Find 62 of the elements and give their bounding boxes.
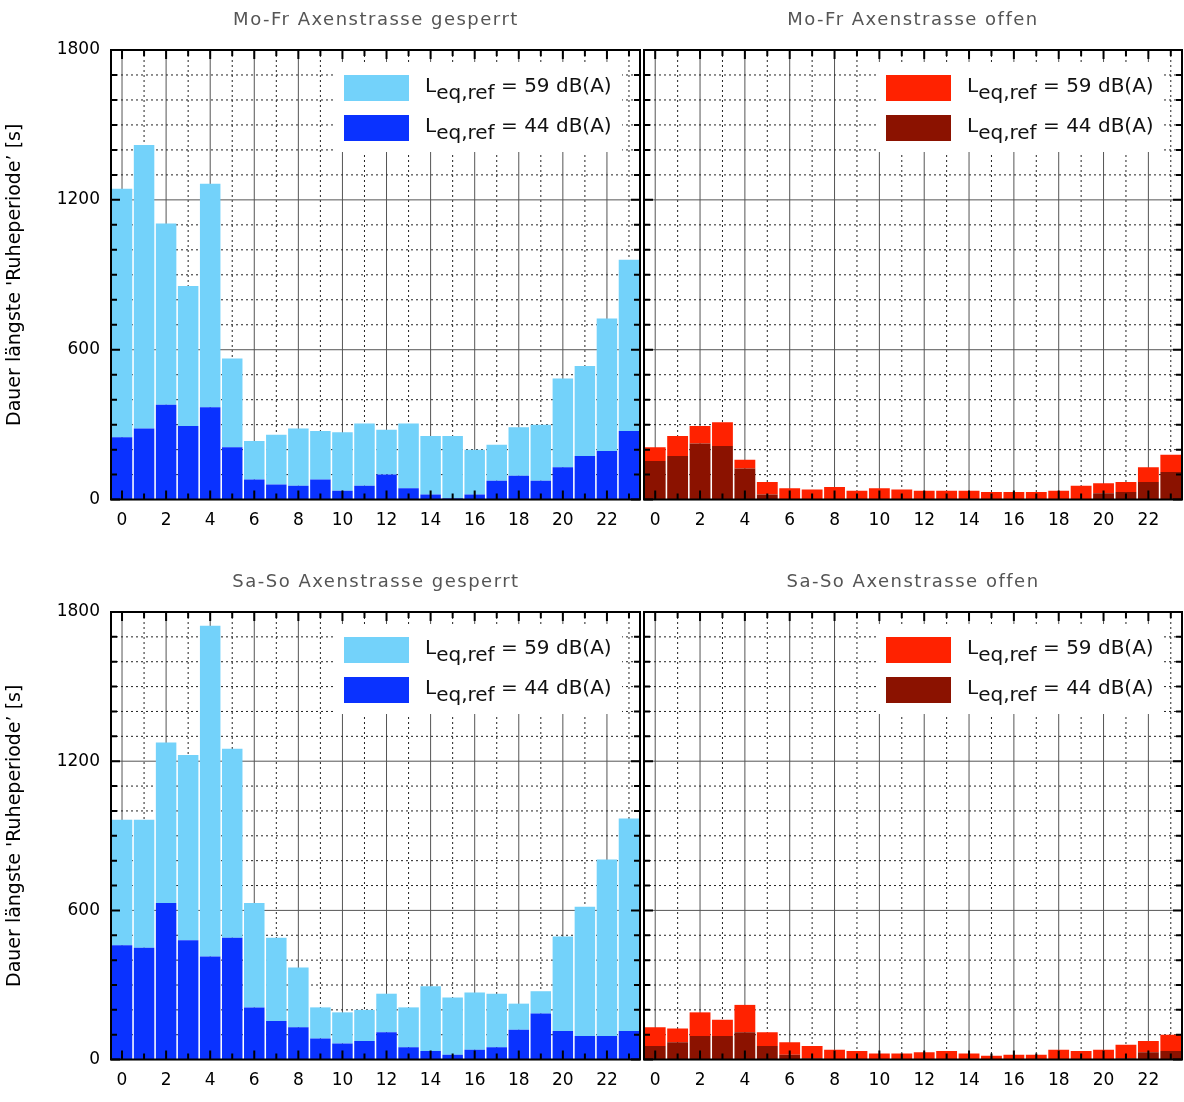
x-tick-label: 10 xyxy=(868,509,891,530)
x-tick-label: 0 xyxy=(649,509,661,530)
x-tick-label: 10 xyxy=(331,1069,354,1090)
x-tick-label: 18 xyxy=(1047,1069,1070,1090)
x-tick-label: 2 xyxy=(694,509,706,530)
x-tick-label: 0 xyxy=(649,1069,661,1090)
x-tick-label: 6 xyxy=(784,509,796,530)
y-tick-label: 1800 xyxy=(56,38,100,59)
x-tick-label: 18 xyxy=(1047,509,1070,530)
x-tick-label: 4 xyxy=(204,1069,216,1090)
y-axis-title: Dauer längste 'Ruheperiode’ [s] xyxy=(2,123,25,426)
x-tick-label: 22 xyxy=(596,1069,618,1090)
x-tick-label: 12 xyxy=(913,509,936,530)
x-tick-label: 22 xyxy=(1137,1069,1160,1090)
x-tick-label: 16 xyxy=(1003,1069,1025,1090)
x-tick-label: 20 xyxy=(1092,1069,1115,1090)
chart-title: Sa-So Axenstrasse offen xyxy=(785,570,1041,591)
y-tick-label: 1200 xyxy=(56,749,100,770)
y-tick-label: 1200 xyxy=(56,188,100,209)
x-tick-label: 4 xyxy=(739,1069,751,1090)
y-tick-label: 1800 xyxy=(56,600,100,621)
chart-title: Mo-Fr Axenstrasse offen xyxy=(786,8,1040,29)
x-tick-label: 4 xyxy=(739,509,751,530)
x-tick-label: 12 xyxy=(375,509,398,530)
x-tick-label: 14 xyxy=(958,1069,980,1090)
y-tick-label: 600 xyxy=(67,898,100,919)
x-tick-label: 4 xyxy=(204,509,216,530)
x-tick-label: 22 xyxy=(596,509,618,530)
x-tick-label: 6 xyxy=(784,1069,796,1090)
x-tick-label: 16 xyxy=(1003,509,1025,530)
x-tick-label: 10 xyxy=(868,1069,891,1090)
x-tick-label: 8 xyxy=(292,1069,304,1090)
x-tick-label: 0 xyxy=(116,509,128,530)
x-tick-label: 2 xyxy=(160,1069,172,1090)
x-tick-label: 20 xyxy=(552,1069,574,1090)
x-tick-label: 8 xyxy=(292,509,304,530)
x-tick-label: 12 xyxy=(913,1069,936,1090)
x-tick-label: 16 xyxy=(463,509,486,530)
chart-title: Mo-Fr Axenstrasse gesperrt xyxy=(232,8,520,29)
x-tick-label: 8 xyxy=(829,509,840,530)
x-tick-label: 0 xyxy=(116,1069,128,1090)
y-tick-label: 0 xyxy=(89,488,100,509)
x-tick-label: 18 xyxy=(507,1069,530,1090)
x-tick-label: 14 xyxy=(419,1069,442,1090)
x-tick-label: 6 xyxy=(248,509,260,530)
x-tick-label: 12 xyxy=(375,1069,398,1090)
x-tick-label: 10 xyxy=(331,509,354,530)
x-tick-label: 2 xyxy=(694,1069,706,1090)
x-tick-label: 22 xyxy=(1137,509,1160,530)
x-tick-label: 20 xyxy=(1092,509,1115,530)
y-tick-label: 600 xyxy=(67,338,100,359)
x-tick-label: 8 xyxy=(829,1069,840,1090)
x-tick-label: 6 xyxy=(248,1069,260,1090)
chart-title: Sa-So Axenstrasse gesperrt xyxy=(231,570,521,591)
y-tick-label: 0 xyxy=(89,1048,100,1069)
x-tick-label: 2 xyxy=(160,509,172,530)
x-tick-label: 14 xyxy=(958,509,980,530)
x-tick-label: 16 xyxy=(463,1069,486,1090)
x-tick-label: 14 xyxy=(419,509,442,530)
y-axis-title: Dauer längste 'Ruheperiode’ [s] xyxy=(2,684,25,987)
x-tick-label: 18 xyxy=(507,509,530,530)
x-tick-label: 20 xyxy=(552,509,574,530)
